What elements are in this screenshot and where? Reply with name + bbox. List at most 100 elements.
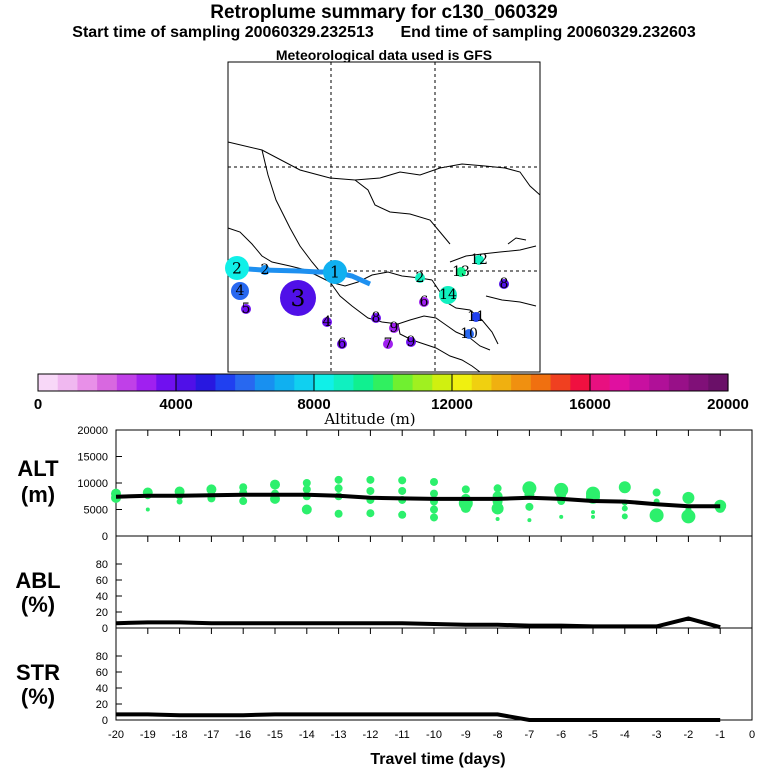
- plume-point: [471, 312, 481, 322]
- colorbar-cell: [491, 374, 512, 391]
- y-tick-label: 20: [96, 607, 108, 619]
- plume-point: [260, 265, 270, 275]
- panel-alt: 0 5000 10000 15000 20000 ALT(m): [17, 425, 753, 543]
- altitude-dot: [430, 513, 438, 522]
- altitude-dot: [559, 514, 564, 519]
- y-tick-label: 5000: [84, 505, 108, 517]
- colorbar-cell: [274, 374, 295, 391]
- x-tick-label: -12: [362, 729, 378, 741]
- plume-point-label: 9: [390, 320, 399, 336]
- panel-frame: [115, 627, 753, 721]
- y-tick-label: 15000: [77, 452, 108, 464]
- colorbar-cell: [254, 374, 276, 391]
- altitude-dot: [681, 509, 696, 524]
- plume-point-label: 6: [338, 336, 347, 352]
- colorbar-cell: [471, 374, 493, 391]
- plume-point-label: 1: [330, 263, 340, 281]
- colorbar-cell: [629, 374, 650, 391]
- altitude-dot: [145, 507, 150, 512]
- x-tick-label: -19: [140, 729, 156, 741]
- colorbar-cell: [668, 374, 690, 391]
- plume-point-label: 4: [323, 314, 332, 330]
- altitude-dot: [302, 485, 311, 494]
- panel-ylabel: (%): [21, 684, 55, 709]
- colorbar-cell: [215, 374, 236, 391]
- plume-point: [371, 313, 381, 323]
- y-tick-label: 80: [96, 559, 108, 571]
- x-tick-label: -8: [493, 729, 503, 741]
- plume-point-label: 13: [452, 264, 470, 280]
- altitude-dot: [302, 479, 311, 487]
- altitude-dot: [621, 513, 628, 520]
- y-tick-label: 0: [102, 715, 108, 727]
- x-tick-label: -9: [461, 729, 471, 741]
- altitude-dot: [239, 497, 248, 506]
- x-tick-label: -6: [556, 729, 566, 741]
- plume-point-label: 6: [420, 294, 429, 310]
- series-line: [115, 616, 721, 630]
- panel-title: ALT: [17, 456, 59, 481]
- plume-point: [323, 260, 347, 284]
- panel-ylabel: (%): [21, 592, 55, 617]
- plume-point-label: 2: [232, 259, 242, 277]
- colorbar-tick-label: 16000: [569, 396, 611, 413]
- plume-point: [225, 256, 249, 280]
- plume-point: [383, 339, 393, 349]
- colorbar-cell: [314, 374, 335, 391]
- sampling-times: Start time of sampling 20060329.232513 E…: [0, 24, 768, 42]
- plume-point: [406, 337, 416, 347]
- altitude-dot: [334, 509, 343, 518]
- plume-point: [474, 255, 484, 265]
- colorbar-cell: [373, 374, 394, 391]
- altitude-dot: [591, 514, 595, 519]
- plume-point: [337, 339, 347, 349]
- plume-point-label: 5: [242, 301, 251, 317]
- colorbar-cell: [649, 374, 670, 391]
- series-line: [115, 492, 721, 509]
- x-tick-label: -17: [203, 729, 219, 741]
- series-line: [116, 712, 721, 722]
- altitude-dot: [527, 518, 532, 523]
- plume-point-label: 7: [384, 336, 393, 352]
- x-tick-label: -15: [267, 729, 283, 741]
- colorbar-cell: [333, 374, 355, 391]
- y-tick-label: 60: [96, 575, 108, 587]
- altitude-dot: [460, 502, 471, 513]
- colorbar-cell: [57, 374, 79, 391]
- plume-point-label: 8: [372, 310, 381, 326]
- plume-point-label: 2: [261, 262, 270, 278]
- colorbar-cell: [432, 374, 453, 391]
- x-tick-label: -7: [525, 729, 535, 741]
- colorbar-cell: [195, 374, 217, 391]
- colorbar-cell: [116, 374, 138, 391]
- y-tick-label: 40: [96, 683, 108, 695]
- x-tick-label: -1: [715, 729, 725, 741]
- altitude-dot: [618, 481, 631, 494]
- colorbar-cell: [550, 374, 571, 391]
- altitude-dot: [334, 484, 343, 493]
- plume-point: [231, 282, 249, 300]
- panel-str: 0 20 40 60 80 STR(%): [16, 627, 753, 727]
- altitude-dot: [176, 498, 183, 505]
- x-tick-label: -3: [652, 729, 662, 741]
- colorbar-tick-label: 12000: [431, 396, 473, 413]
- x-tick-label: -14: [299, 729, 315, 741]
- end-time-label: End time of sampling 20060329.232603: [400, 24, 696, 41]
- colorbar-cell: [97, 374, 118, 391]
- colorbar-cell: [530, 374, 552, 391]
- altitude-dot: [491, 502, 504, 515]
- altitude-dot: [366, 486, 375, 495]
- colorbar-cell: [511, 374, 532, 391]
- plume-point: [322, 317, 332, 327]
- plume-point: [419, 297, 429, 307]
- plume-point-label: 9: [407, 334, 416, 350]
- colorbar-cell: [412, 374, 433, 391]
- altitude-dot: [366, 475, 375, 484]
- plume-point-label: 4: [236, 283, 245, 299]
- time-series-panels: 05000100001500020000ALT(m)020406080ABL(%…: [15, 425, 755, 768]
- plume-point: [280, 280, 316, 316]
- altitude-dot: [493, 484, 502, 493]
- met-data-label: Meteorological data used is GFS: [275, 47, 493, 63]
